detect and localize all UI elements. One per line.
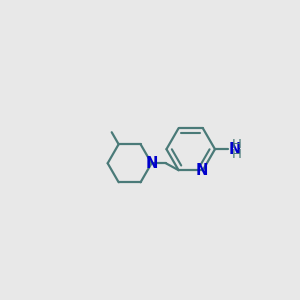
Text: N: N	[228, 142, 241, 157]
Text: H: H	[232, 138, 242, 151]
Text: N: N	[146, 156, 158, 171]
Text: H: H	[232, 148, 242, 161]
Text: N: N	[196, 164, 208, 178]
